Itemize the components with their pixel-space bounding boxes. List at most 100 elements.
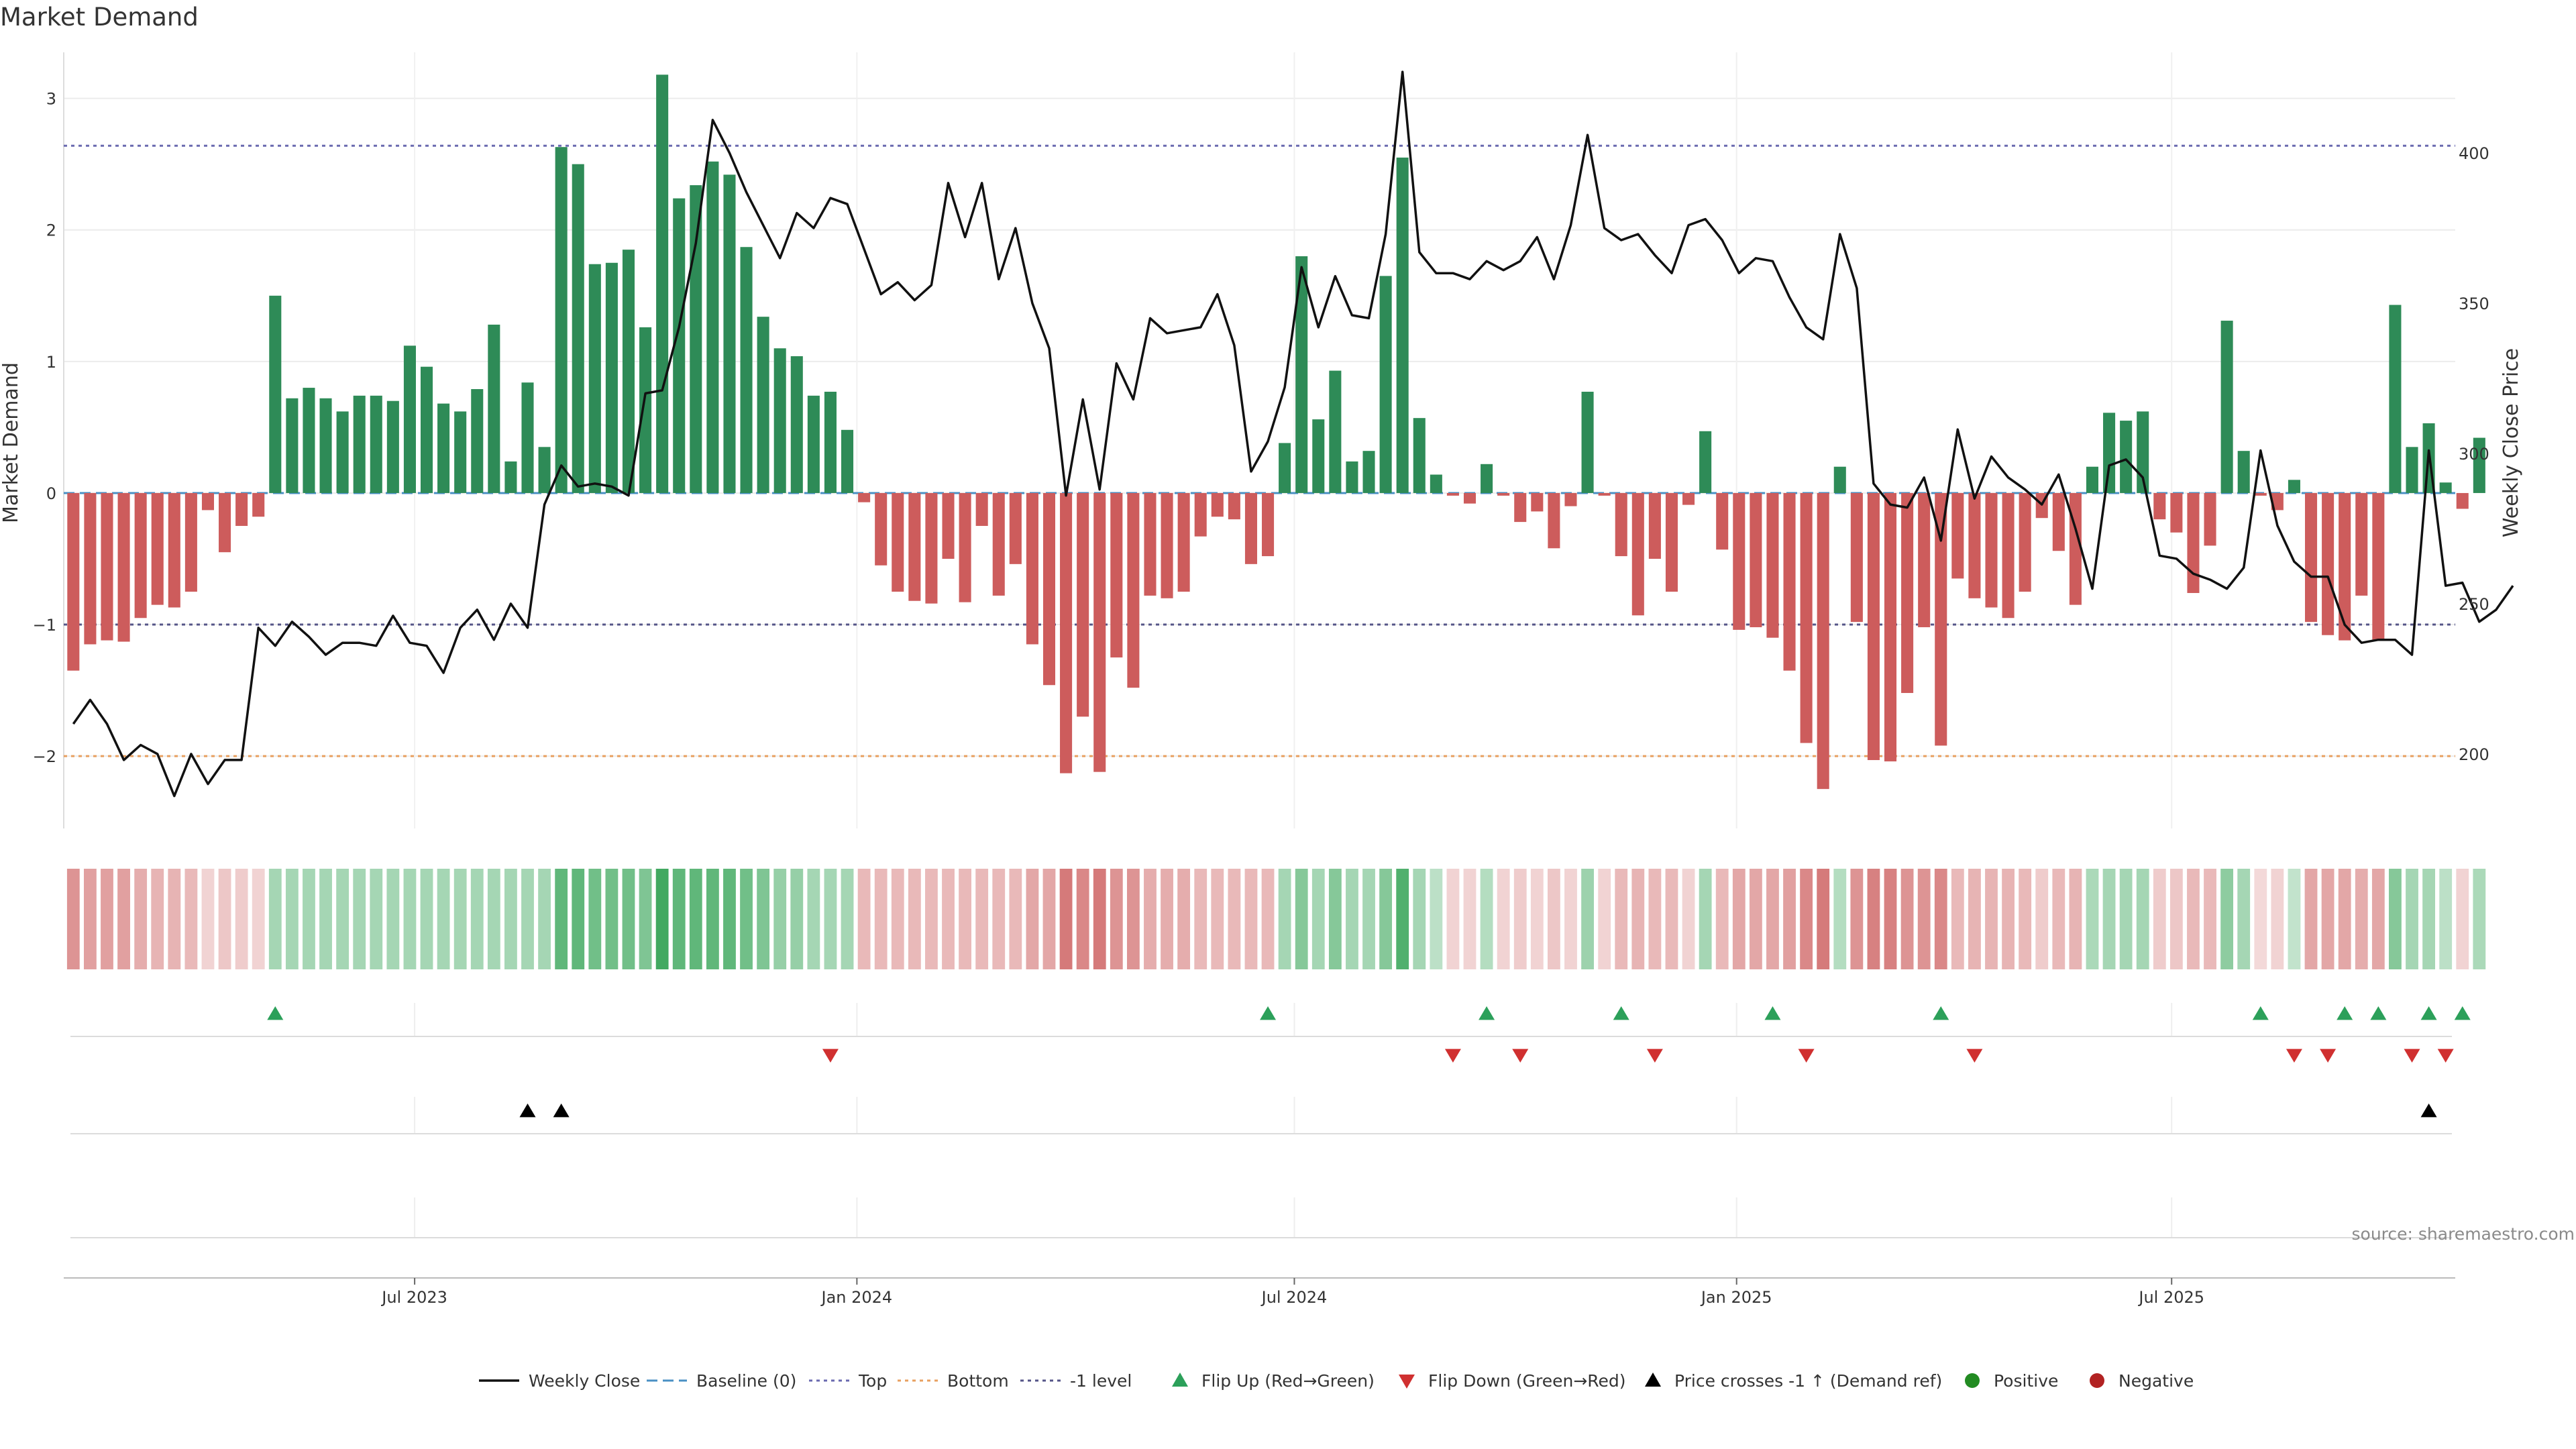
right-axis-ticks: 200 250 300 350 400 [2459, 144, 2489, 764]
flip-down-marker [1798, 1049, 1815, 1063]
band-cell-negative [1110, 869, 1123, 969]
legend-label: Flip Up (Red→Green) [1201, 1371, 1375, 1391]
negative-bar [101, 492, 113, 641]
negative-bar [1042, 492, 1056, 686]
band-cell-positive [1413, 869, 1426, 969]
band-cell-negative [975, 869, 989, 969]
flip-up-marker [1764, 1006, 1781, 1020]
positive-bar [1481, 464, 1493, 493]
negative-bar [1918, 492, 1931, 627]
band-cell-positive [773, 869, 787, 969]
right-tick-label: 300 [2459, 445, 2489, 464]
negative-bar [1262, 492, 1275, 557]
band-cell-negative [1900, 869, 1914, 969]
x-axis-ticks: Jul 2023 Jan 2024 Jul 2024 Jan 2025 Jul 2025 [64, 1277, 2455, 1307]
band-cell-positive [790, 869, 804, 969]
right-tick-label: 350 [2459, 294, 2489, 313]
band-cell-negative [857, 869, 871, 969]
positive-bar [807, 395, 820, 493]
negative-bar [184, 492, 197, 592]
band-cell-positive [841, 869, 854, 969]
band-cell-negative [925, 869, 938, 969]
band-cell-negative [1917, 869, 1931, 969]
negative-bar [2069, 492, 2082, 605]
weekly-close-line [72, 70, 2514, 798]
negative-bar [1598, 492, 1611, 496]
band-cell-positive [2237, 869, 2251, 969]
band-cell-positive [521, 869, 534, 969]
positive-bar [386, 400, 399, 493]
y-axis-label: Market Demand [0, 362, 23, 523]
negative-bar [1211, 492, 1224, 517]
legend-label: -1 level [1070, 1371, 1132, 1391]
negative-bar [84, 492, 97, 645]
negative-bar [992, 492, 1005, 596]
right-tick-label: 250 [2459, 595, 2489, 614]
band-cell-negative [1194, 869, 1208, 969]
positive-bar [773, 348, 786, 493]
flip-down-marker [2320, 1049, 2337, 1063]
negative-bar [2153, 492, 2166, 520]
negative-bar [1901, 492, 1914, 694]
negative-bar [2372, 492, 2385, 641]
positive-bar [2103, 413, 2116, 493]
band-cell-negative [908, 869, 921, 969]
legend-item-minus-one: -1 level [1020, 1371, 1132, 1391]
band-cell-negative [2355, 869, 2368, 969]
flip-down-marker [1512, 1049, 1529, 1063]
flip-up-marker [2454, 1006, 2471, 1020]
signal-panels [70, 1003, 2471, 1238]
band-cell-negative [1715, 869, 1729, 969]
legend-item-baseline: Baseline (0) [647, 1371, 796, 1391]
band-cell-positive [403, 869, 417, 969]
band-cell-positive [2288, 869, 2301, 969]
negative-bar [1850, 492, 1863, 623]
legend-item-positive: Positive [1965, 1371, 2058, 1391]
band-cell-positive [555, 869, 568, 969]
legend-item-flip-down: Flip Down (Green→Red) [1399, 1371, 1626, 1391]
positive-bar [622, 250, 635, 493]
positive-bar [336, 411, 349, 493]
band-cell-positive [538, 869, 551, 969]
band-cell-positive [2086, 869, 2099, 969]
x-tick-label: Jul 2025 [2137, 1288, 2204, 1307]
legend-item-bottom: Bottom [898, 1371, 1009, 1391]
band-cell-positive [2439, 869, 2453, 969]
positive-bar [2086, 466, 2099, 493]
band-cell-positive [370, 869, 383, 969]
positive-bar [757, 317, 769, 493]
band-cell-negative [2456, 869, 2469, 969]
price-cross-marker [519, 1104, 536, 1118]
negative-bar [168, 492, 180, 608]
positive-bar [2220, 321, 2233, 493]
band-cell-positive [437, 869, 450, 969]
left-tick-label: −2 [33, 747, 56, 766]
legend-label: Bottom [947, 1371, 1009, 1391]
positive-bar [824, 391, 837, 493]
band-cell-negative [218, 869, 231, 969]
band-cell-negative [992, 869, 1006, 969]
positive-bar [740, 247, 753, 493]
positive-bar [2120, 421, 2133, 493]
band-cell-negative [1817, 869, 1830, 969]
band-cell-negative [2019, 869, 2032, 969]
band-cell-negative [101, 869, 113, 969]
legend-swatch [1399, 1375, 1415, 1389]
band-cell-negative [201, 869, 215, 969]
negative-bar [1716, 492, 1729, 550]
negative-bar [134, 492, 147, 619]
band-cell-positive [303, 869, 315, 969]
positive-bar [2406, 447, 2418, 493]
negative-bar [2304, 492, 2318, 623]
band-cell-negative [235, 869, 248, 969]
band-cell-positive [268, 869, 282, 969]
band-cell-negative [874, 869, 888, 969]
positive-bar [1279, 443, 1291, 493]
band-cell-negative [1228, 869, 1241, 969]
left-axis-ticks: −2 −1 0 1 2 3 [33, 90, 56, 767]
negative-bar [2052, 492, 2065, 551]
band-cell-negative [2204, 869, 2216, 969]
band-cell-negative [184, 869, 198, 969]
negative-bar [2187, 492, 2200, 593]
negative-bar [875, 492, 888, 566]
